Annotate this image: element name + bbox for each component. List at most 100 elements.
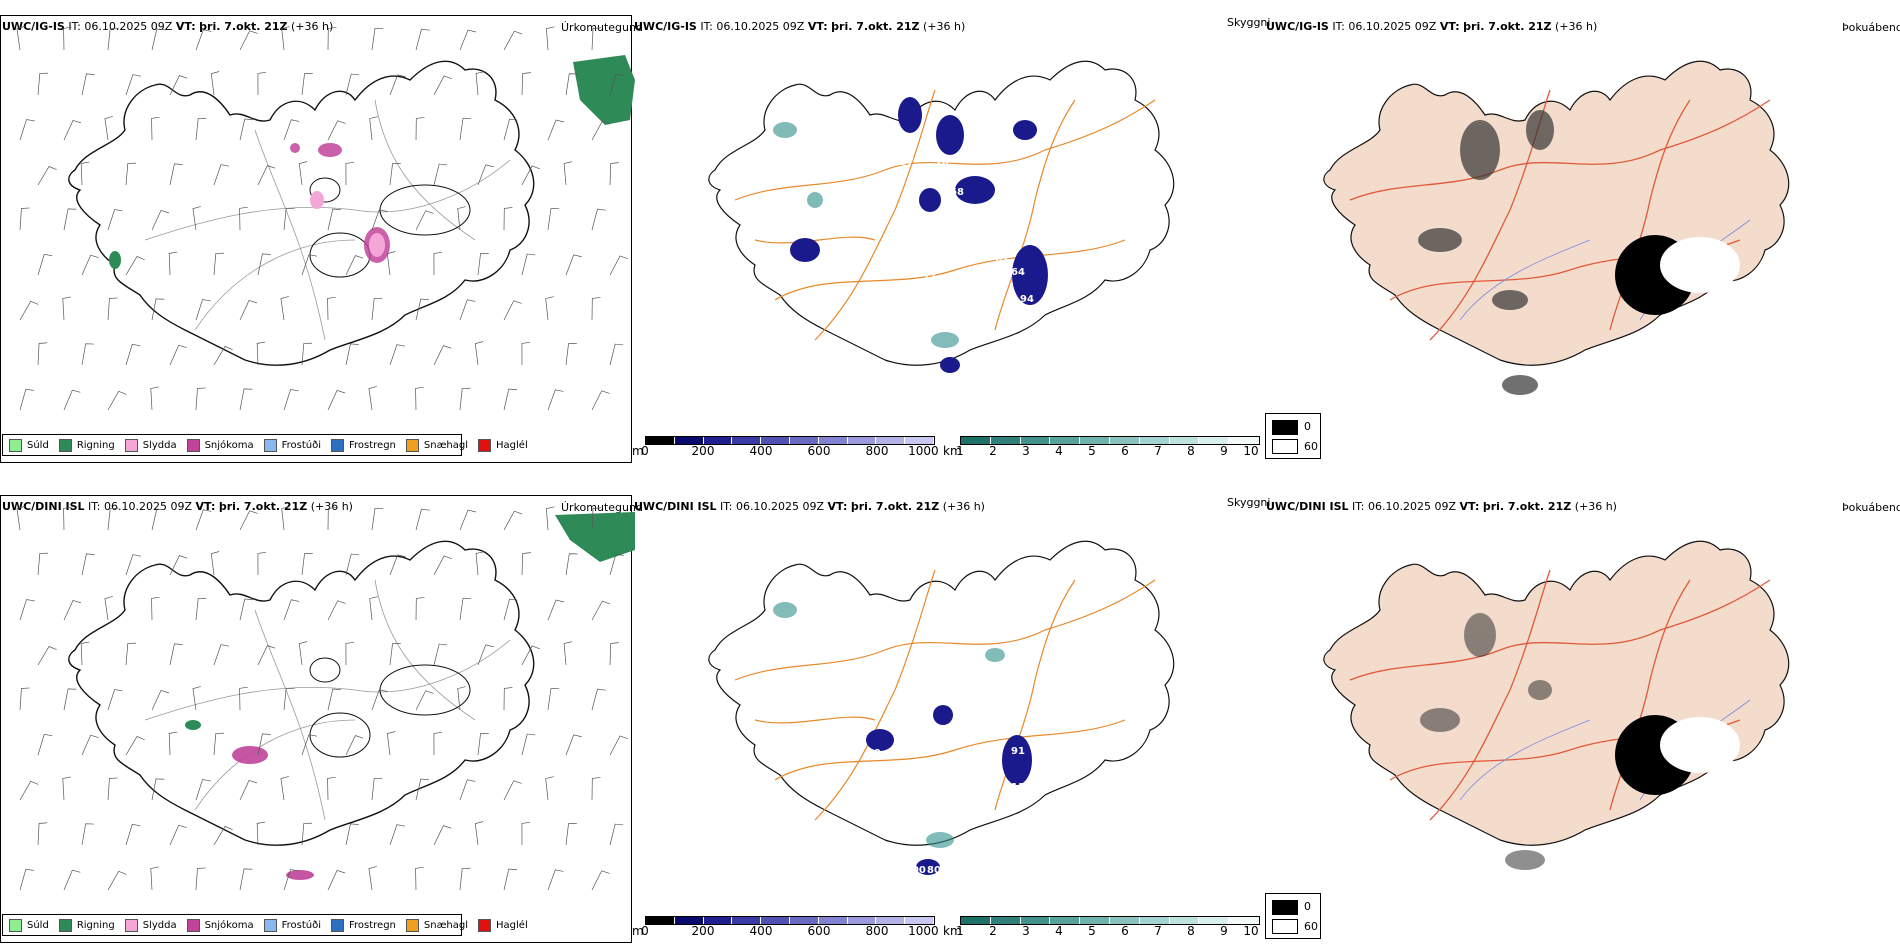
wind-barb [521, 253, 536, 276]
fog-legend-low: 60 [1304, 920, 1318, 933]
wind-barb [168, 731, 178, 756]
wind-barb [19, 388, 35, 411]
wind-barb [345, 823, 359, 846]
wind-barb [327, 507, 337, 531]
wind-barb [591, 27, 602, 51]
wind-barb [591, 600, 611, 621]
wind-barb [63, 688, 77, 711]
wind-barb [609, 642, 619, 666]
wind-barb [16, 506, 25, 531]
legend-swatch [9, 438, 22, 452]
vis-tick: 10 [1243, 924, 1259, 938]
wind-barb [389, 554, 406, 576]
height-tick: 200 [691, 924, 715, 938]
wind-barb [547, 869, 564, 891]
wind-barb [125, 343, 141, 366]
vis-tick: 5 [1088, 444, 1096, 458]
wind-barb [433, 345, 452, 366]
wind-barb [521, 733, 536, 756]
wind-barb [415, 597, 425, 621]
wind-barb [475, 71, 485, 96]
legend-label: Snæhagl [423, 439, 469, 451]
wind-barb [475, 551, 485, 576]
cloud-map-row0: 97 10 39 68 86 11 51 67 64 94 49 73 112 … [708, 60, 1175, 400]
wind-barb [565, 823, 577, 846]
wind-barb [213, 252, 225, 276]
wind-barb [386, 731, 396, 756]
wind-barb [415, 690, 434, 711]
wind-barb [239, 780, 258, 801]
wind-barb [368, 866, 377, 891]
wind-barb [609, 255, 628, 276]
wind-barb [63, 120, 82, 141]
wind-barb [301, 553, 313, 576]
wind-barb [327, 296, 336, 321]
cloud-number-7: 67 [995, 254, 1009, 265]
cloud-number-1: 76 [938, 731, 952, 742]
wind-barb [281, 26, 290, 51]
wind-barb [19, 780, 39, 801]
wind-barb [80, 161, 90, 186]
legend-label: Snæhagl [423, 919, 469, 931]
wind-barb [213, 164, 230, 186]
wind-barb [591, 507, 602, 531]
wind-barb [169, 824, 187, 846]
legend-swatch [124, 918, 138, 932]
height-tick: 1000 [908, 444, 939, 458]
vis-tick: 9 [1220, 924, 1228, 938]
legend-swatch [58, 918, 72, 932]
wind-barb [591, 390, 610, 411]
cloud-number-12: 112 [910, 387, 931, 398]
fog-legend-swatch-low [1272, 439, 1298, 454]
height-colorbar-row0: m 0 200 400 600 800 1000 [632, 436, 939, 458]
wind-barb [609, 162, 619, 186]
panel-title-precip-row1: Úrkomutegund [561, 501, 643, 514]
fog-legend-low: 60 [1304, 440, 1318, 453]
wind-barb [81, 734, 99, 756]
vis-tick: 7 [1154, 444, 1162, 458]
wind-barb [107, 689, 123, 711]
cloud-numbers-row1: 39 76 91 11 100 80 112 [867, 662, 1025, 876]
cloud-number-11: 73 [928, 347, 942, 358]
vis-colorbar-row1: km 1 2 3 4 5 6 7 8 9 10 [943, 916, 1260, 938]
wind-barb [151, 28, 166, 51]
wind-barb [521, 72, 531, 96]
wind-barb [256, 821, 266, 846]
wind-barb [457, 686, 466, 711]
wind-barb [563, 161, 573, 186]
header-fog-row0: UWC/IG-IS IT: 06.10.2025 09Z VT: þri. 7.… [1266, 20, 1598, 33]
wind-barb [327, 27, 337, 51]
panel-title-cloud-row0: Skyggni [1227, 16, 1271, 29]
fog-map-row0 [1323, 60, 1790, 395]
wind-barb [298, 641, 308, 666]
wind-barb [192, 206, 201, 231]
wind-barb [609, 343, 624, 366]
legend-item: Snæhagl [405, 438, 469, 452]
wind-barb [474, 821, 484, 846]
cloud-number-6: 112 [990, 662, 1011, 673]
height-tick: 0 [641, 444, 649, 458]
wind-barb [301, 254, 318, 276]
wind-barb [37, 552, 49, 576]
wind-barb [301, 73, 313, 96]
legend-item: Frostúði [263, 918, 321, 932]
legend-swatch [124, 438, 138, 452]
wind-barb [503, 388, 518, 411]
wind-barb [433, 643, 448, 666]
legend-swatch [263, 438, 277, 452]
wind-barb [591, 297, 601, 321]
legend-swatch [478, 918, 492, 932]
fog-legend-high: 0 [1304, 420, 1311, 433]
wind-barb [345, 553, 360, 576]
vis-tick: 10 [1243, 444, 1259, 458]
wind-barb [81, 553, 95, 576]
wind-barb [239, 118, 254, 141]
wind-barb [195, 509, 212, 531]
wind-barb [591, 208, 606, 231]
wind-barb [37, 72, 49, 96]
wind-barb [371, 777, 383, 801]
wind-barb [81, 254, 99, 276]
wind-barb [521, 341, 531, 366]
wind-barb [389, 643, 401, 666]
wind-barb [210, 551, 220, 576]
